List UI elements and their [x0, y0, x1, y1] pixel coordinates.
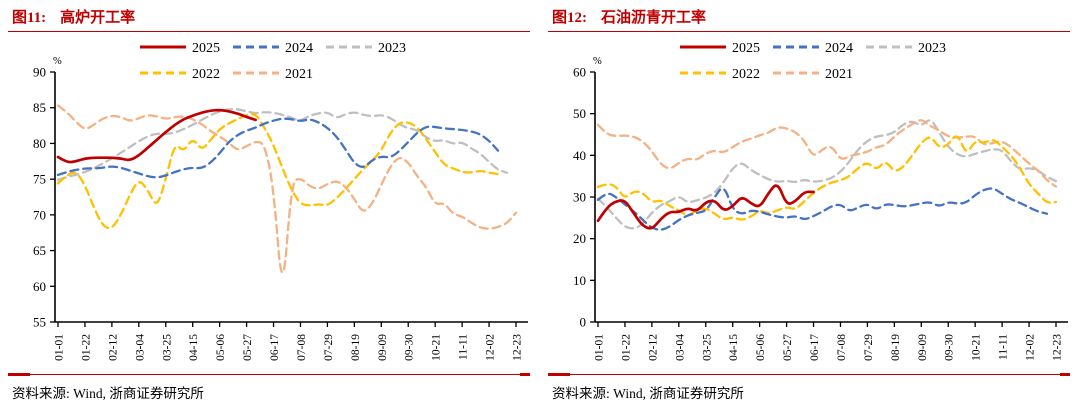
series-line-2022: [56, 112, 500, 230]
svg-text:06-17: 06-17: [809, 334, 821, 361]
svg-text:08-19: 08-19: [890, 334, 902, 361]
svg-text:12-02: 12-02: [1025, 334, 1037, 361]
series-line-2024: [596, 187, 1049, 231]
svg-text:60: 60: [33, 279, 46, 294]
svg-text:40: 40: [573, 148, 586, 163]
legend-label-2023: 2023: [918, 41, 946, 56]
svg-text:07-08: 07-08: [836, 334, 848, 361]
title-underline: [8, 31, 530, 32]
axes: [54, 72, 528, 323]
svg-text:01-01: 01-01: [54, 334, 66, 361]
figure-title: 图11: 高炉开工率: [12, 6, 135, 27]
svg-text:04-15: 04-15: [728, 334, 740, 361]
series-line-2021: [596, 119, 1058, 188]
figure-title: 图12: 石油沥青开工率: [552, 6, 706, 27]
svg-text:12-23: 12-23: [512, 334, 524, 361]
svg-text:10-21: 10-21: [431, 334, 443, 361]
svg-text:10-21: 10-21: [971, 334, 983, 361]
svg-text:30: 30: [573, 190, 586, 205]
svg-text:06-17: 06-17: [269, 334, 281, 361]
series-line-2021: [56, 104, 518, 274]
svg-text:%: %: [53, 56, 62, 67]
svg-text:09-09: 09-09: [377, 334, 389, 361]
legend-label-2022: 2022: [732, 67, 760, 82]
svg-text:60: 60: [573, 65, 586, 80]
figure-number: 图11:: [12, 10, 47, 26]
source-text: 资料来源: Wind, 浙商证券研究所: [12, 386, 204, 401]
legend-label-2024: 2024: [285, 41, 313, 56]
svg-text:70: 70: [33, 207, 46, 222]
legend-label-2021: 2021: [825, 67, 853, 82]
blast-furnace-line-chart: 55 60 65 70 75 80 85 90% 01-01 01-22 02-12 03-04 03-…: [33, 41, 528, 361]
legend-label-2025: 2025: [192, 41, 220, 56]
svg-text:09-30: 09-30: [404, 334, 416, 361]
svg-text:03-25: 03-25: [161, 334, 173, 361]
source-text: 资料来源: Wind, 浙商证券研究所: [552, 386, 744, 401]
svg-text:02-12: 02-12: [107, 334, 119, 361]
svg-text:09-30: 09-30: [944, 334, 956, 361]
legend-label-2021: 2021: [285, 67, 313, 82]
legend-label-2023: 2023: [378, 41, 406, 56]
svg-text:09-09: 09-09: [917, 334, 929, 361]
svg-text:80: 80: [33, 136, 46, 151]
svg-text:05-27: 05-27: [782, 334, 794, 361]
svg-text:85: 85: [33, 100, 46, 115]
series-line-2022: [596, 135, 1058, 221]
legend-label-2022: 2022: [192, 67, 220, 82]
svg-text:07-29: 07-29: [863, 334, 875, 361]
series-line-2024: [56, 117, 500, 179]
svg-text:10: 10: [573, 273, 586, 288]
svg-text:04-15: 04-15: [188, 334, 200, 361]
svg-text:01-22: 01-22: [620, 334, 632, 361]
svg-text:%: %: [593, 56, 602, 67]
series-line-2023: [596, 119, 1058, 230]
svg-text:65: 65: [33, 243, 46, 258]
legend-label-2025: 2025: [732, 41, 760, 56]
svg-text:01-01: 01-01: [594, 334, 606, 361]
svg-text:0: 0: [580, 315, 587, 330]
figure-panel-asphalt: 图12: 石油沥青开工率 0 10 20 30 40 50 60% 01-01 01-22 02-1…: [540, 0, 1080, 413]
figure-number: 图12:: [552, 10, 587, 26]
svg-text:05-27: 05-27: [242, 334, 254, 361]
figure-panel-blast-furnace: 图11: 高炉开工率 55 60 65 70 75 80 85 90% 01-01 01-22 02-…: [8, 6, 530, 401]
svg-text:08-19: 08-19: [350, 334, 362, 361]
legend-label-2024: 2024: [825, 41, 853, 56]
svg-text:07-29: 07-29: [323, 334, 335, 361]
axes: [594, 72, 1068, 323]
figure-title-text: 高炉开工率: [60, 10, 136, 26]
asphalt-line-chart: 0 10 20 30 40 50 60% 01-01 01-22 02-12 03-04 03-25 0…: [573, 41, 1068, 361]
svg-text:01-22: 01-22: [80, 334, 92, 361]
svg-text:05-06: 05-06: [215, 334, 227, 361]
svg-text:11-11: 11-11: [458, 334, 470, 360]
svg-text:12-02: 12-02: [485, 334, 497, 361]
svg-text:55: 55: [33, 315, 46, 330]
series-line-2023: [56, 107, 509, 182]
svg-text:07-08: 07-08: [296, 334, 308, 361]
svg-text:90: 90: [33, 65, 46, 80]
source-divider: [8, 373, 530, 376]
series-line-2025: [56, 108, 257, 164]
svg-text:03-04: 03-04: [674, 334, 686, 361]
svg-text:05-06: 05-06: [755, 334, 767, 361]
figure-title-text: 石油沥青开工率: [601, 10, 707, 26]
svg-text:75: 75: [33, 172, 46, 187]
svg-text:03-04: 03-04: [134, 334, 146, 361]
svg-text:20: 20: [573, 231, 586, 246]
title-underline: [548, 31, 1070, 32]
svg-text:11-11: 11-11: [998, 334, 1010, 360]
series-line-2025: [596, 184, 815, 230]
svg-text:03-25: 03-25: [701, 334, 713, 361]
svg-text:50: 50: [573, 106, 586, 121]
source-divider: [548, 373, 1070, 376]
svg-text:12-23: 12-23: [1052, 334, 1064, 361]
svg-text:02-12: 02-12: [647, 334, 659, 361]
